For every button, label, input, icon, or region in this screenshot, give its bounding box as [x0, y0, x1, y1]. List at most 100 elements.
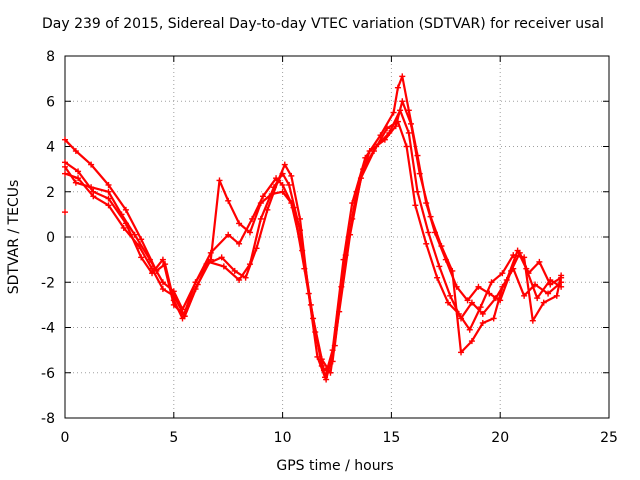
data-point-marker: [455, 310, 462, 317]
data-point-marker: [479, 319, 486, 326]
data-point-marker: [416, 170, 423, 177]
x-tick-label: 10: [274, 430, 292, 446]
data-point-marker: [503, 276, 510, 283]
data-point-marker: [357, 175, 364, 182]
series-line: [63, 109, 563, 372]
data-point-marker: [384, 125, 391, 132]
data-point-marker: [131, 231, 138, 238]
data-point-marker: [236, 240, 243, 247]
data-point-marker: [260, 193, 267, 200]
data-point-marker: [438, 243, 445, 250]
data-point-marker: [407, 120, 414, 127]
x-tick-label: 15: [382, 430, 400, 446]
data-point-marker: [510, 252, 517, 259]
grid-layer: [65, 56, 609, 418]
data-point-marker: [138, 236, 145, 243]
data-point-marker: [397, 107, 404, 114]
data-point-marker: [386, 129, 393, 136]
data-point-marker: [170, 292, 177, 299]
data-point-marker: [310, 315, 317, 322]
x-tick-label: 20: [491, 430, 509, 446]
data-point-marker: [540, 299, 547, 306]
data-point-marker: [414, 188, 421, 195]
data-point-marker: [236, 276, 243, 283]
x-tick-label: 0: [61, 430, 70, 446]
series-track-3: [62, 107, 565, 374]
data-point-marker: [447, 292, 454, 299]
data-point-marker: [246, 229, 253, 236]
data-point-marker: [62, 136, 68, 143]
data-point-marker: [225, 231, 232, 238]
data-point-marker: [62, 163, 68, 170]
data-point-marker: [120, 224, 127, 231]
data-point-marker: [273, 175, 280, 182]
data-point-marker: [288, 172, 295, 179]
data-point-marker: [488, 279, 495, 286]
data-point-marker: [225, 197, 232, 204]
data-point-marker: [149, 265, 156, 272]
data-point-marker: [181, 313, 188, 320]
data-point-marker: [394, 84, 401, 91]
data-point-marker: [327, 369, 334, 376]
data-point-marker: [105, 188, 112, 195]
data-point-marker: [170, 301, 177, 308]
x-tick-label: 5: [169, 430, 178, 446]
y-tick-label: 6: [46, 94, 55, 110]
data-point-marker: [320, 367, 327, 374]
data-point-marker: [466, 326, 473, 333]
y-tick-label: -2: [41, 275, 55, 291]
data-point-marker: [464, 297, 471, 304]
data-point-marker: [88, 184, 95, 191]
series-line: [63, 120, 563, 374]
x-axis-label: GPS time / hours: [276, 458, 393, 474]
y-tick-label: 0: [46, 230, 55, 246]
chart-title: Day 239 of 2015, Sidereal Day-to-day VTE…: [42, 16, 604, 32]
series-track-5: [62, 209, 68, 216]
data-point-marker: [405, 129, 412, 136]
data-point-marker: [521, 292, 528, 299]
data-point-marker: [318, 356, 325, 363]
data-point-marker: [499, 270, 506, 277]
data-point-marker: [216, 177, 223, 184]
y-tick-label: -4: [41, 321, 55, 337]
data-point-marker: [279, 181, 286, 188]
data-point-marker: [468, 299, 475, 306]
data-point-marker: [75, 175, 82, 182]
data-point-marker: [138, 254, 145, 261]
data-point-marker: [231, 267, 238, 274]
data-point-marker: [194, 281, 201, 288]
y-tick-label: 8: [46, 49, 55, 65]
data-point-marker: [135, 243, 142, 250]
data-point-marker: [394, 118, 401, 125]
data-point-marker: [236, 220, 243, 227]
data-point-marker: [536, 258, 543, 265]
data-point-marker: [72, 179, 79, 186]
y-axis-label: SDTVAR / TECUs: [6, 180, 22, 295]
data-point-marker: [281, 161, 288, 168]
data-point-marker: [521, 254, 528, 261]
data-point-marker: [72, 148, 79, 155]
data-point-marker: [370, 148, 377, 155]
data-point-marker: [88, 161, 95, 168]
data-point-marker: [545, 290, 552, 297]
data-point-marker: [534, 295, 541, 302]
tick-layer: 0 5 10 15 20 25 -8 -6 -4 -2 0 2 4 6 8: [41, 49, 618, 446]
data-point-marker: [220, 263, 227, 270]
data-point-marker: [547, 276, 554, 283]
data-point-marker: [403, 143, 410, 150]
data-point-marker: [62, 170, 68, 177]
data-point-marker: [105, 181, 112, 188]
series-track-1: [62, 73, 565, 381]
data-point-marker: [434, 274, 441, 281]
data-point-marker: [558, 272, 565, 279]
data-point-marker: [122, 206, 129, 213]
data-point-marker: [529, 317, 536, 324]
data-point-marker: [444, 299, 451, 306]
data-point-marker: [412, 202, 419, 209]
data-point-marker: [423, 240, 430, 247]
series-layer: [62, 73, 565, 383]
data-point-marker: [159, 279, 166, 286]
data-point-marker: [270, 184, 277, 191]
data-point-marker: [323, 376, 330, 383]
data-point-marker: [458, 349, 465, 356]
